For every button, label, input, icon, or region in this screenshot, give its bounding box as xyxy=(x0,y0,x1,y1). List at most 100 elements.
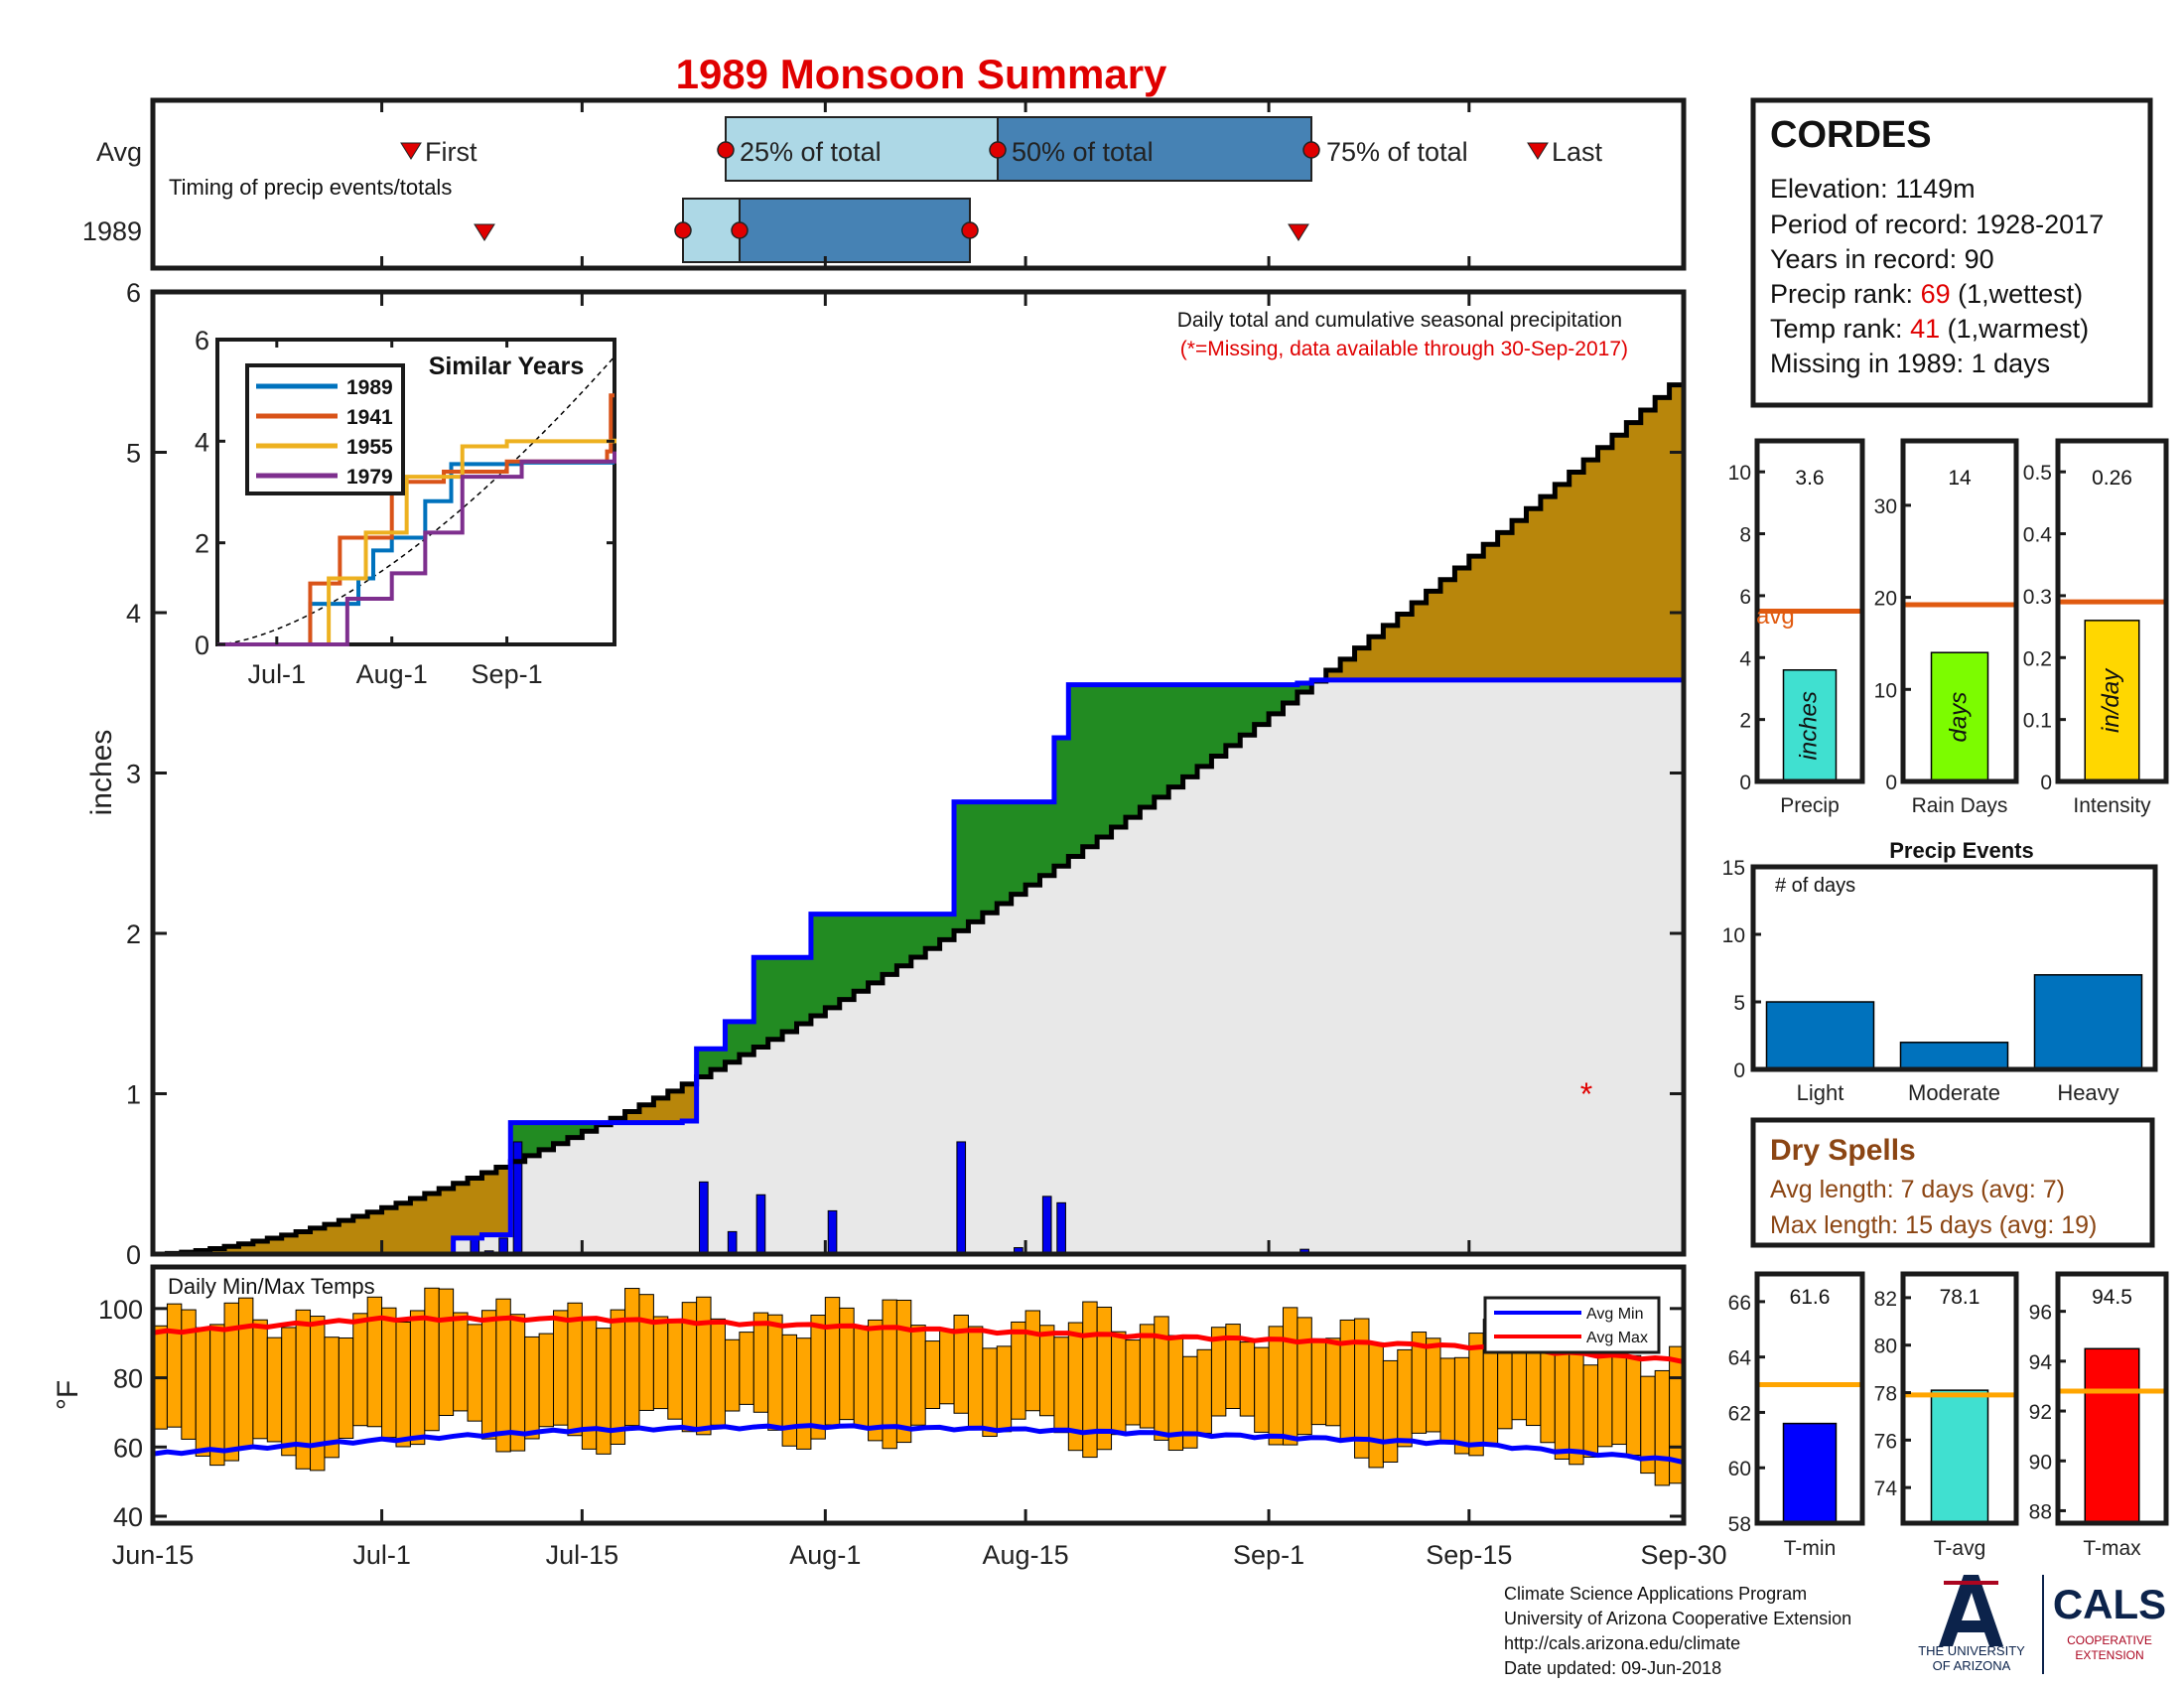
summary-precip-value: 3.6 xyxy=(1795,467,1824,490)
summary-y-tick-label: 8 xyxy=(1739,524,1751,547)
daily-temp-bar xyxy=(1282,1307,1298,1446)
event-bar-moderate xyxy=(1899,1042,2009,1070)
daily-temp-bar xyxy=(424,1287,440,1432)
tsum-y-tick-label: 80 xyxy=(1874,1336,1897,1358)
daily-temp-bar xyxy=(1125,1339,1141,1426)
dry-max-length: Max length: 15 days (avg: 19) xyxy=(1770,1211,2097,1239)
events-category-label: Light xyxy=(1797,1080,1844,1105)
daily-temp-bar xyxy=(1038,1325,1055,1417)
main-y-tick-label: 4 xyxy=(126,599,141,629)
daily-temp-bar xyxy=(1096,1306,1113,1451)
avg-last-marker xyxy=(1527,142,1549,160)
avg-box-25-50 xyxy=(725,116,999,182)
daily-temp-bar xyxy=(538,1333,555,1428)
tsum-y-tick-label: 88 xyxy=(2029,1500,2052,1523)
main-precip-panel: 0 1 2 3 4 5 6 inches Daily total and cumulativ… xyxy=(85,278,1687,1270)
summary-precip-bar xyxy=(1782,668,1838,782)
inset-series-1955 xyxy=(217,438,616,646)
daily-temp-bar xyxy=(1368,1341,1384,1469)
date-tick-label: Jul-1 xyxy=(352,1540,411,1570)
daily-temp-bar xyxy=(1053,1336,1069,1434)
temp-bars xyxy=(152,1287,1685,1486)
below-both-fill xyxy=(153,679,1684,1254)
summary-y-tick-label: 6 xyxy=(1739,586,1751,609)
main-y-axis: 0 1 2 3 4 5 6 xyxy=(126,278,1684,1270)
station-period: Period of record: 1928-2017 xyxy=(1770,210,2104,239)
daily-temp-bar xyxy=(567,1302,583,1437)
daily-temp-bar xyxy=(1382,1359,1399,1463)
event-bar-heavy xyxy=(2033,974,2143,1070)
temps-y-tick-label: 60 xyxy=(113,1433,143,1463)
ua-a-logo-icon xyxy=(1939,1575,2003,1646)
main-y-tick-label: 6 xyxy=(126,278,141,308)
daily-temp-bar xyxy=(1582,1364,1599,1459)
year-first-marker xyxy=(474,223,495,241)
dry-avg-length: Avg length: 7 days (avg: 7) xyxy=(1770,1176,2065,1203)
avg-box-50-75 xyxy=(997,116,1312,182)
inset-x-tick-label: Sep-1 xyxy=(472,659,543,689)
summary-y-tick-label: 0 xyxy=(1885,772,1897,794)
main-y-tick-label: 2 xyxy=(126,919,141,949)
summary-y-tick-label: 0.4 xyxy=(2023,524,2053,547)
dry-spells-box: Dry Spells Avg length: 7 days (avg: 7) M… xyxy=(1750,1117,2155,1248)
year-50-marker xyxy=(731,221,749,239)
events-y-tick-label: 0 xyxy=(1733,1059,1745,1082)
legend-1941: 1941 xyxy=(346,406,393,429)
events-category-label: Heavy xyxy=(2057,1080,2118,1105)
inset-y-tick-label: 0 xyxy=(195,631,209,660)
year-75-marker xyxy=(961,221,979,239)
tsum-tavg-value: 78.1 xyxy=(1940,1286,1980,1309)
main-note-1: Daily total and cumulative seasonal prec… xyxy=(1177,309,1622,332)
daily-temp-bar xyxy=(596,1328,612,1455)
footer-line-4: Date updated: 09-Jun-2018 xyxy=(1504,1658,1721,1678)
daily-temp-bar xyxy=(810,1315,826,1440)
daily-temp-bar xyxy=(1268,1326,1284,1446)
station-box: CORDES Elevation: 1149m Period of record… xyxy=(1750,97,2153,408)
summary-raindays-label: Rain Days xyxy=(1912,794,2008,817)
daily-temp-bar xyxy=(939,1329,955,1405)
date-tick-label: Aug-15 xyxy=(983,1540,1069,1570)
daily-temp-bar xyxy=(1139,1324,1156,1429)
daily-temp-bar xyxy=(739,1332,754,1405)
daily-precip-bar xyxy=(727,1230,738,1255)
inset-series-1941 xyxy=(217,393,614,646)
summary-y-tick-label: 10 xyxy=(1874,679,1897,702)
cals-sub-1: COOPERATIVE xyxy=(2067,1633,2152,1647)
summary-precip-frame xyxy=(1754,438,1865,784)
daily-temp-bar xyxy=(652,1316,669,1410)
daily-temp-bar xyxy=(553,1310,569,1426)
temps-y-tick-label: 100 xyxy=(98,1295,143,1325)
temps-title: Daily Min/Max Temps xyxy=(168,1274,375,1299)
daily-temp-bar xyxy=(924,1340,941,1410)
tsum-tavg-frame xyxy=(1900,1271,2019,1526)
daily-temp-bar xyxy=(1325,1337,1341,1427)
summary-y-tick-label: 0 xyxy=(1739,772,1751,794)
daily-temp-bar xyxy=(209,1324,225,1467)
tsum-tmax-label: T-max xyxy=(2083,1537,2141,1560)
summary-y-tick-label: 0.3 xyxy=(2023,586,2052,609)
station-years: Years in record: 90 xyxy=(1770,244,1994,274)
events-ylabel: # of days xyxy=(1775,875,1855,897)
tsum-tmax-frame xyxy=(2055,1271,2169,1526)
daily-temp-bar xyxy=(237,1297,254,1449)
tsum-y-tick-label: 60 xyxy=(1728,1458,1751,1480)
summary-y-tick-label: 0.2 xyxy=(2023,647,2052,670)
daily-temp-bar xyxy=(1011,1321,1026,1420)
tsum-y-tick-label: 96 xyxy=(2029,1302,2052,1325)
daily-temp-bar xyxy=(453,1312,469,1412)
events-title: Precip Events xyxy=(1889,838,2034,863)
station-precip-rank: Precip rank: 69 (1,wettest) xyxy=(1770,279,2083,309)
daily-temp-bar xyxy=(1339,1319,1356,1441)
daily-temp-bar xyxy=(467,1324,482,1422)
events-y-tick-label: 5 xyxy=(1733,992,1745,1015)
daily-temp-bar xyxy=(610,1309,626,1445)
event-bar-light xyxy=(1765,1001,1875,1070)
avg-first-marker xyxy=(400,142,422,160)
legend-avg-min: Avg Min xyxy=(1586,1306,1644,1323)
inset-similar-years: 0 2 4 6 Jul-1 Aug-1 Sep-1 Similar Years 1989 1… xyxy=(195,326,616,689)
label-25: 25% of total xyxy=(740,137,882,167)
timing-panel: Avg 1989 Timing of precip events/totals … xyxy=(82,97,1687,271)
ua-name-2: OF ARIZONA xyxy=(1933,1658,2011,1673)
daily-temp-bar xyxy=(667,1319,683,1420)
daily-temp-bar xyxy=(166,1303,183,1428)
